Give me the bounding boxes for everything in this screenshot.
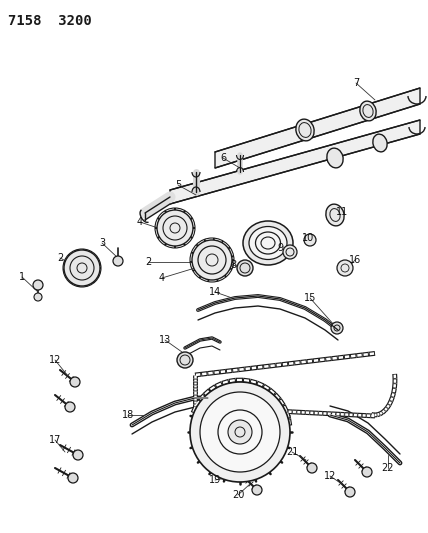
Text: 18: 18 (122, 410, 134, 420)
Text: 5: 5 (175, 180, 181, 190)
Text: 7: 7 (353, 78, 359, 88)
Text: 4: 4 (137, 217, 143, 227)
Circle shape (190, 382, 290, 482)
Circle shape (283, 245, 297, 259)
Text: 17: 17 (49, 435, 61, 445)
Circle shape (192, 240, 232, 280)
Ellipse shape (296, 119, 314, 141)
Circle shape (228, 420, 252, 444)
Text: 2: 2 (57, 253, 63, 263)
Text: 14: 14 (209, 287, 221, 297)
Circle shape (73, 450, 83, 460)
Text: 12: 12 (324, 471, 336, 481)
Ellipse shape (249, 227, 287, 260)
Circle shape (237, 260, 253, 276)
Circle shape (64, 250, 100, 286)
Text: 9: 9 (277, 243, 283, 253)
Text: 16: 16 (349, 255, 361, 265)
Ellipse shape (326, 204, 344, 226)
Text: 3: 3 (99, 238, 105, 248)
Circle shape (337, 260, 353, 276)
Text: 21: 21 (286, 447, 298, 457)
Ellipse shape (327, 148, 343, 168)
Circle shape (177, 352, 193, 368)
Text: 19: 19 (209, 475, 221, 485)
Text: 1: 1 (19, 272, 25, 282)
Circle shape (34, 293, 42, 301)
Text: 11: 11 (336, 207, 348, 217)
Text: 22: 22 (382, 463, 394, 473)
Circle shape (307, 463, 317, 473)
Text: 2: 2 (145, 257, 151, 267)
Text: 4: 4 (159, 273, 165, 283)
Circle shape (157, 210, 193, 246)
Circle shape (252, 485, 262, 495)
Circle shape (200, 392, 280, 472)
Ellipse shape (243, 221, 293, 265)
Circle shape (304, 234, 316, 246)
Text: 20: 20 (232, 490, 244, 500)
Circle shape (331, 322, 343, 334)
Circle shape (68, 473, 78, 483)
Text: 8: 8 (230, 260, 236, 270)
Text: 13: 13 (159, 335, 171, 345)
Text: 12: 12 (49, 355, 61, 365)
Text: 7158  3200: 7158 3200 (8, 14, 92, 28)
Ellipse shape (373, 134, 387, 152)
Circle shape (362, 467, 372, 477)
Text: 15: 15 (304, 293, 316, 303)
Polygon shape (170, 120, 420, 204)
Text: 6: 6 (220, 153, 226, 163)
Circle shape (113, 256, 123, 266)
Polygon shape (215, 88, 420, 168)
Ellipse shape (360, 101, 376, 121)
Text: 10: 10 (302, 233, 314, 243)
Circle shape (70, 377, 80, 387)
Circle shape (65, 402, 75, 412)
Circle shape (33, 280, 43, 290)
Circle shape (345, 487, 355, 497)
